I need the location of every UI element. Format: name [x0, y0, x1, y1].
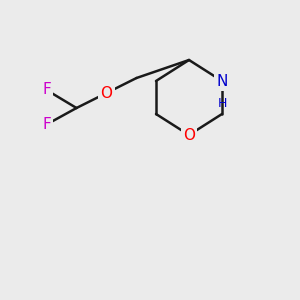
Text: O: O — [100, 85, 112, 100]
Text: N: N — [216, 74, 228, 88]
Text: F: F — [42, 82, 51, 98]
Text: H: H — [217, 97, 227, 110]
Text: F: F — [42, 117, 51, 132]
Text: O: O — [183, 128, 195, 142]
